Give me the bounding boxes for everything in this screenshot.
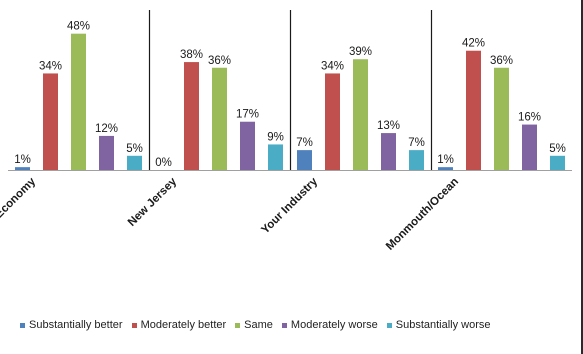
- legend-label: Substantially worse: [395, 319, 491, 331]
- bar: [15, 167, 30, 170]
- data-label: 42%: [462, 38, 485, 50]
- legend-swatch: [281, 322, 287, 328]
- data-label: 39%: [349, 46, 372, 58]
- legend-item: Moderately worse: [281, 319, 378, 331]
- bar: [71, 33, 86, 171]
- legend: Substantially better Moderately better Sam…: [20, 317, 576, 333]
- legend-item: Same: [235, 319, 273, 331]
- bar: [325, 73, 340, 170]
- bar: [381, 133, 396, 170]
- bar: [240, 121, 255, 170]
- data-label: 1%: [14, 154, 31, 166]
- data-label: 36%: [490, 55, 513, 67]
- legend-label: Moderately better: [140, 319, 227, 331]
- data-label: 12%: [95, 123, 118, 135]
- data-label: 34%: [39, 60, 62, 72]
- data-label: 38%: [180, 49, 203, 61]
- category-label: U.S. Economy: [0, 175, 39, 239]
- bar: [409, 150, 424, 170]
- chart-border: [581, 0, 583, 354]
- legend-swatch: [386, 322, 392, 328]
- data-label: 5%: [126, 143, 143, 155]
- data-label: 9%: [267, 131, 284, 143]
- data-label: 16%: [518, 112, 541, 124]
- data-label: 1%: [437, 154, 454, 166]
- data-label: 48%: [67, 21, 90, 33]
- bar: [212, 67, 227, 170]
- bar: [550, 155, 565, 170]
- legend-item: Moderately better: [131, 319, 227, 331]
- bar: [353, 59, 368, 170]
- legend-swatch: [20, 322, 25, 328]
- data-label: 7%: [296, 137, 313, 149]
- data-label: 34%: [321, 60, 344, 72]
- category-label: Your Industry: [259, 175, 320, 236]
- bar: [127, 155, 142, 170]
- bar: [494, 67, 509, 170]
- bar: [268, 144, 283, 170]
- data-label: 13%: [377, 120, 400, 132]
- bar: [99, 135, 114, 170]
- legend-label: Moderately worse: [290, 319, 378, 331]
- bar: [438, 167, 453, 170]
- data-label: 5%: [549, 143, 566, 155]
- bar: [43, 73, 58, 170]
- data-label: 17%: [236, 109, 259, 121]
- data-label: 36%: [208, 55, 231, 67]
- category-label: Monmouth/Ocean: [384, 176, 461, 253]
- legend-swatch: [235, 322, 241, 328]
- legend-item: Substantially better: [20, 319, 123, 331]
- legend-label: Same: [244, 319, 273, 331]
- bar: [184, 62, 199, 170]
- data-label: 7%: [408, 137, 425, 149]
- category-label: New Jersey: [126, 175, 180, 229]
- legend-swatch: [131, 322, 137, 328]
- data-label: 0%: [155, 157, 172, 169]
- legend-item: Substantially worse: [386, 319, 491, 331]
- bar: [522, 124, 537, 170]
- legend-label: Substantially better: [29, 319, 123, 331]
- bar: [466, 50, 481, 170]
- bar: [297, 150, 312, 170]
